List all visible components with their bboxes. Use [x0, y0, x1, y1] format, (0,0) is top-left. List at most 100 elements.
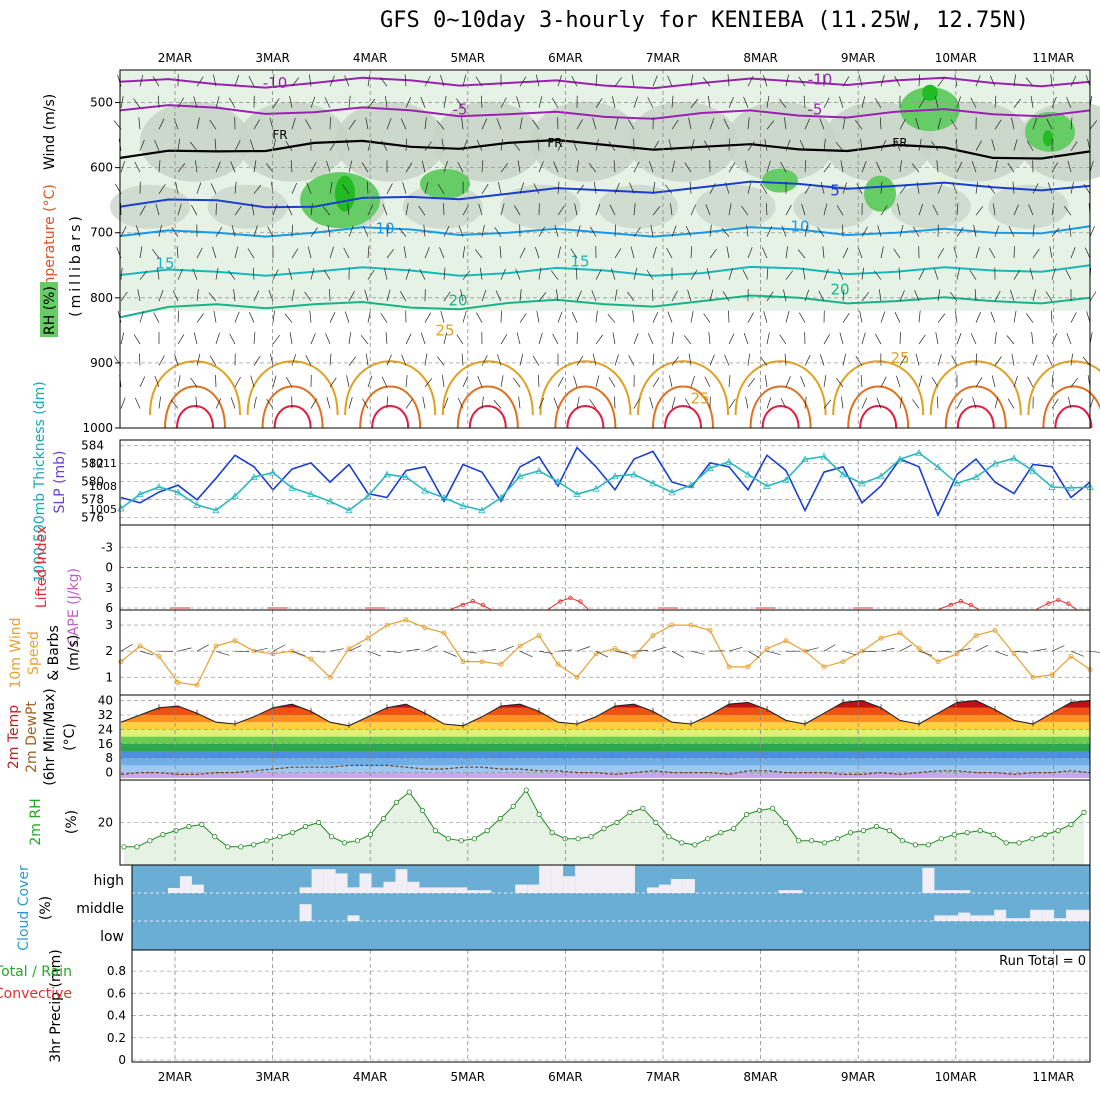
wind-barb	[405, 333, 412, 345]
wind-barb	[747, 75, 754, 87]
wind-barb	[480, 95, 483, 108]
wind-barb	[1070, 75, 1077, 87]
wind-barb	[266, 163, 274, 173]
rh-marker	[588, 834, 594, 840]
wind-barb	[196, 313, 204, 323]
temp-line	[120, 700, 1091, 727]
surface-wind-barb	[557, 649, 572, 652]
wind-barb	[386, 354, 392, 366]
wind-barb	[158, 396, 161, 409]
wind-barb	[496, 118, 502, 130]
wind-barb	[819, 354, 825, 366]
wind-barb	[994, 160, 998, 173]
rh-marker	[212, 834, 218, 840]
wind-barb	[576, 355, 584, 366]
thickness-marker	[212, 506, 220, 514]
rh-patch-50	[500, 184, 581, 229]
wind-barb	[802, 267, 806, 280]
wind-barb	[823, 138, 826, 151]
wind-speed-marker	[441, 630, 447, 636]
wind-barb	[440, 74, 445, 87]
wind-barb	[422, 396, 426, 409]
wind-barb	[684, 162, 692, 173]
diurnal-isotherm	[371, 405, 410, 429]
wind-barb	[801, 203, 806, 216]
wind-barb	[158, 355, 165, 366]
wind-barb	[1032, 354, 1038, 366]
wind-barb	[576, 332, 579, 345]
wind-barb	[956, 161, 963, 173]
wind-barb	[536, 310, 540, 323]
wind-barb	[857, 246, 863, 259]
wind-barb	[709, 289, 714, 302]
isotherm-label: 5	[830, 182, 840, 200]
wind-barb	[683, 335, 692, 345]
wind-barb	[268, 289, 274, 302]
thickness-ylabel-text: 1000-500mb Thickness (dm)	[32, 381, 48, 582]
wind-barb	[842, 117, 846, 130]
wind-barb	[880, 246, 884, 259]
wind-barb	[367, 139, 372, 151]
precip-total-rain-label: Total / Rain	[0, 964, 72, 980]
rh-ylabel-text: 2m RH	[28, 798, 44, 845]
wind-speed-marker	[194, 682, 200, 688]
wind-barb	[228, 97, 236, 108]
wind-barb	[1032, 183, 1039, 194]
wind-barb	[727, 74, 730, 87]
rh-marker	[873, 823, 880, 830]
wind-barb	[899, 355, 907, 366]
wind-barb	[876, 397, 882, 409]
high-cloud-bar	[371, 887, 384, 893]
wind-barb	[574, 203, 578, 216]
precip-convective-label: Convective	[0, 986, 72, 1002]
high-cloud-bar	[539, 865, 552, 893]
wind-barb	[842, 313, 850, 323]
wind-barb	[633, 268, 638, 280]
wind-barb	[133, 98, 141, 108]
wind-barb	[709, 248, 717, 259]
wind-barb	[456, 334, 464, 345]
lifted-index-ylabel-text: Lifted Index	[34, 526, 50, 608]
wind-barb	[553, 397, 559, 409]
wind-barb	[709, 224, 712, 237]
surface-wind-barb	[994, 650, 1009, 657]
high-cloud-bar	[167, 887, 180, 893]
wind-speed-marker	[536, 633, 542, 638]
wind-barb	[994, 396, 999, 409]
wind-speed-marker	[327, 674, 333, 680]
surface-wind-barb	[633, 650, 649, 652]
surface-wind-barb	[842, 650, 857, 656]
wind-barb	[443, 226, 450, 237]
wind-barb	[1026, 140, 1034, 151]
surface-wind-barb	[1070, 650, 1084, 657]
wind-barb	[633, 398, 640, 409]
wind-barb	[651, 289, 654, 302]
wind-barb	[952, 182, 958, 194]
wind-barb	[518, 396, 521, 409]
wind-barb	[291, 182, 298, 194]
surface-wind-barb	[614, 650, 629, 655]
wind-barb	[873, 270, 882, 280]
date-label-top: 4MAR	[353, 51, 388, 65]
wind-speed-marker	[517, 643, 523, 649]
wind-barb	[823, 162, 831, 173]
wind-barb	[196, 117, 200, 130]
rh-marker	[445, 836, 451, 842]
wind-barb	[210, 183, 217, 194]
wind-barb	[443, 95, 447, 108]
wind-barb	[576, 160, 580, 173]
wind-barb	[305, 119, 312, 130]
thickness-marker	[383, 470, 391, 478]
wind-barb	[633, 333, 639, 345]
isotherm-label: -10	[263, 74, 288, 92]
wind-barb	[443, 203, 445, 216]
wind-barb	[533, 183, 540, 194]
dewpoint-line	[120, 764, 1091, 776]
high-cloud-bar	[443, 887, 456, 893]
wind-barb	[951, 355, 958, 366]
wind-barb	[671, 332, 674, 345]
wind-barb	[478, 203, 483, 216]
wind-barb	[424, 247, 430, 259]
wind-barb	[608, 377, 616, 388]
wind-barb	[327, 224, 331, 237]
